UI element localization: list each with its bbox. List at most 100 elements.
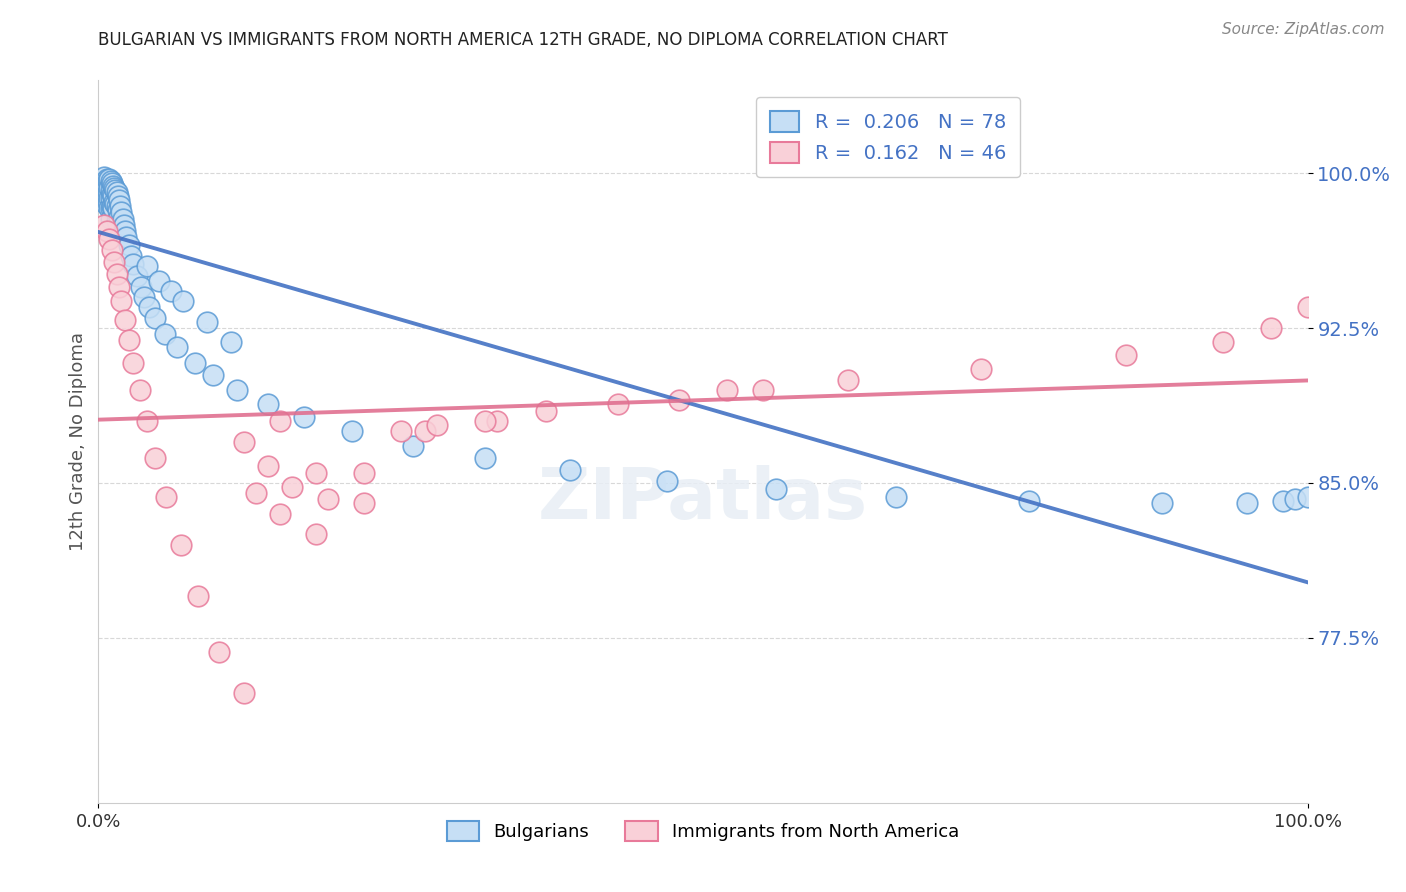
Point	[98, 191, 121, 205]
Point	[202, 368, 225, 383]
Point	[1284, 492, 1306, 507]
Point	[98, 201, 121, 215]
Point	[97, 195, 120, 210]
Point	[114, 224, 136, 238]
Point	[108, 279, 131, 293]
Point	[1212, 335, 1234, 350]
Point	[98, 232, 121, 246]
Point	[97, 185, 120, 199]
Point	[160, 284, 183, 298]
Point	[94, 186, 117, 201]
Point	[143, 310, 166, 325]
Point	[353, 496, 375, 510]
Point	[108, 193, 131, 207]
Y-axis label: 12th Grade, No Diploma: 12th Grade, No Diploma	[69, 332, 87, 551]
Point	[111, 211, 134, 226]
Point	[837, 373, 859, 387]
Point	[1260, 321, 1282, 335]
Point	[752, 383, 775, 397]
Point	[105, 268, 128, 282]
Point	[166, 340, 188, 354]
Point	[1296, 301, 1319, 315]
Point	[169, 538, 191, 552]
Point	[101, 201, 124, 215]
Point	[104, 197, 127, 211]
Point	[112, 218, 135, 232]
Point	[474, 451, 496, 466]
Point	[96, 172, 118, 186]
Point	[534, 403, 557, 417]
Point	[353, 466, 375, 480]
Point	[1115, 348, 1137, 362]
Point	[269, 507, 291, 521]
Point	[413, 424, 436, 438]
Point	[100, 201, 122, 215]
Point	[108, 199, 131, 213]
Point	[426, 417, 449, 432]
Legend: Bulgarians, Immigrants from North America: Bulgarians, Immigrants from North Americ…	[439, 814, 967, 848]
Point	[100, 199, 122, 213]
Point	[305, 466, 328, 480]
Point	[153, 327, 176, 342]
Point	[107, 189, 129, 203]
Point	[105, 213, 128, 227]
Point	[100, 186, 122, 201]
Point	[100, 174, 122, 188]
Point	[96, 180, 118, 194]
Point	[281, 480, 304, 494]
Point	[172, 294, 194, 309]
Point	[100, 183, 122, 197]
Point	[93, 218, 115, 232]
Point	[94, 197, 117, 211]
Point	[101, 178, 124, 193]
Point	[256, 459, 278, 474]
Point	[668, 393, 690, 408]
Point	[98, 180, 121, 194]
Point	[486, 414, 509, 428]
Point	[97, 174, 120, 188]
Text: BULGARIAN VS IMMIGRANTS FROM NORTH AMERICA 12TH GRADE, NO DIPLOMA CORRELATION CH: BULGARIAN VS IMMIGRANTS FROM NORTH AMERI…	[98, 31, 948, 49]
Point	[98, 172, 121, 186]
Point	[1018, 494, 1040, 508]
Point	[93, 170, 115, 185]
Point	[122, 356, 145, 370]
Point	[108, 210, 131, 224]
Point	[558, 463, 581, 477]
Point	[305, 527, 328, 541]
Point	[208, 645, 231, 659]
Point	[232, 434, 254, 449]
Point	[474, 414, 496, 428]
Point	[184, 356, 207, 370]
Point	[389, 424, 412, 438]
Point	[148, 273, 170, 287]
Point	[607, 397, 630, 411]
Point	[128, 383, 150, 397]
Point	[1272, 494, 1295, 508]
Point	[402, 439, 425, 453]
Point	[134, 290, 156, 304]
Point	[1296, 490, 1319, 504]
Point	[122, 257, 145, 271]
Text: ZIPatlas: ZIPatlas	[538, 465, 868, 533]
Point	[120, 249, 142, 263]
Point	[94, 174, 117, 188]
Point	[105, 199, 128, 213]
Point	[232, 686, 254, 700]
Point	[100, 243, 122, 257]
Point	[100, 191, 122, 205]
Point	[195, 315, 218, 329]
Point	[107, 203, 129, 218]
Point	[143, 451, 166, 466]
Point	[256, 397, 278, 411]
Point	[155, 490, 177, 504]
Point	[135, 414, 157, 428]
Text: Source: ZipAtlas.com: Source: ZipAtlas.com	[1222, 22, 1385, 37]
Point	[886, 490, 908, 504]
Point	[91, 177, 114, 191]
Point	[245, 486, 267, 500]
Point	[342, 424, 364, 438]
Point	[110, 205, 132, 219]
Point	[96, 224, 118, 238]
Point	[1152, 496, 1174, 510]
Point	[187, 590, 209, 604]
